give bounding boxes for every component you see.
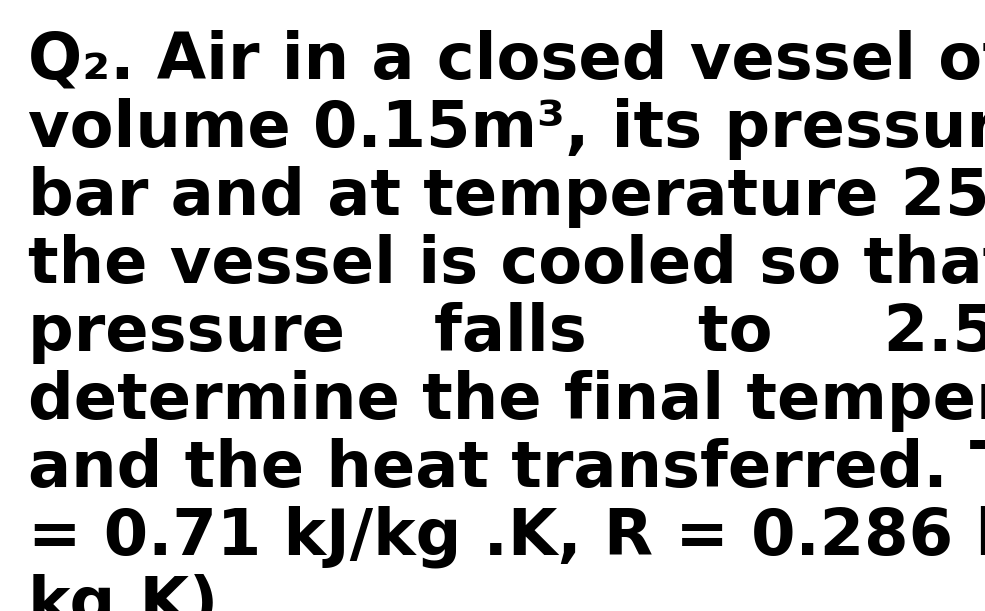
Text: Q₂. Air in a closed vessel of fixed: Q₂. Air in a closed vessel of fixed bbox=[28, 30, 985, 92]
Text: pressure    falls     to     2.5     bar,: pressure falls to 2.5 bar, bbox=[28, 302, 985, 364]
Text: bar and at temperature 250°C. If: bar and at temperature 250°C. If bbox=[28, 166, 985, 228]
Text: the vessel is cooled so that the: the vessel is cooled so that the bbox=[28, 234, 985, 296]
Text: and the heat transferred. Take (Cv: and the heat transferred. Take (Cv bbox=[28, 438, 985, 500]
Text: = 0.71 kJ/kg .K, R = 0.286 kJ /: = 0.71 kJ/kg .K, R = 0.286 kJ / bbox=[28, 506, 985, 568]
Text: kg.K).: kg.K). bbox=[28, 574, 243, 611]
Text: volume 0.15m³, its pressure is 10: volume 0.15m³, its pressure is 10 bbox=[28, 98, 985, 160]
Text: determine the final temperature,: determine the final temperature, bbox=[28, 370, 985, 432]
